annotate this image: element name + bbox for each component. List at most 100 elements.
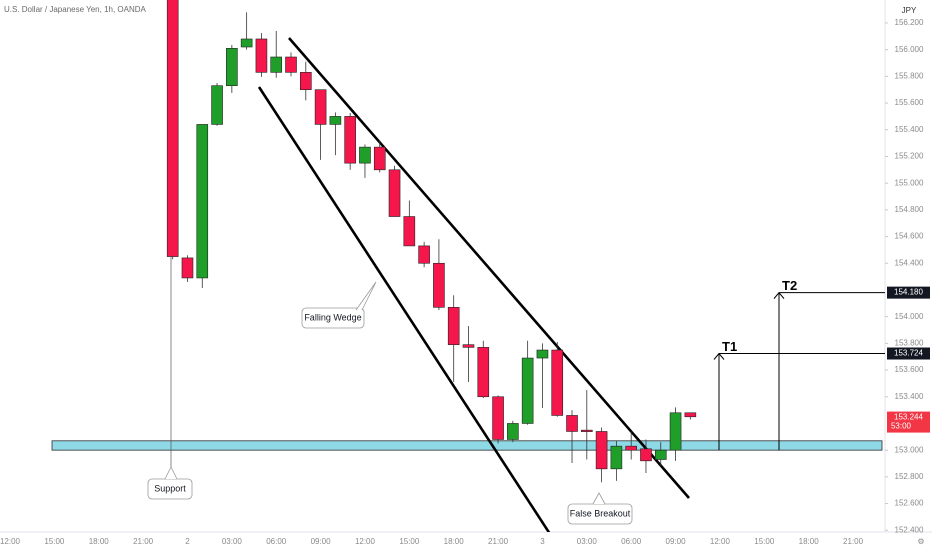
candle-body [196,124,209,279]
candle-body [403,216,416,247]
plot [51,0,885,532]
y-tick-label: 156.200 [895,18,924,27]
candle-body [684,412,697,418]
y-tick-label: 155.600 [895,98,924,107]
candle-body [226,48,238,87]
currency: JPY [902,6,917,15]
candle-body [640,448,652,462]
x-tick-label: 18:00 [444,537,465,546]
target-price-box [887,286,930,299]
x-tick-label: 21:00 [843,537,864,546]
candle-body [521,357,534,424]
candle-body [359,146,371,164]
candle-body [625,445,637,451]
y-tick-label: 153.400 [895,392,924,401]
x-tick-label: 09:00 [666,537,687,546]
wedge-upper-line [288,37,690,499]
target-arrow-head [713,352,725,360]
candle-body [654,449,667,460]
x-tick-label: 06:00 [621,537,642,546]
candle-body [462,344,475,348]
candle-body [314,89,327,125]
candle-body [610,445,623,470]
x-tick-label: 03:00 [222,537,243,546]
candle-body [536,349,549,359]
wedge-lower-line [257,86,551,532]
countdown-label: 53:00 [891,422,912,431]
y-tick-label: 155.200 [895,152,924,161]
y-tick-label: 154.800 [895,205,924,214]
settings-icon[interactable]: ⚙ [917,537,924,546]
target-price-label: 154.180 [894,288,923,297]
target-name: T2 [782,278,797,293]
y-tick-label: 156.000 [895,45,924,54]
x-tick-label: 18:00 [89,537,110,546]
candle-body [492,396,504,440]
candle-body [595,431,608,470]
candle-body [181,257,194,279]
candle-body [166,0,179,257]
y-tick-label: 155.400 [895,125,924,134]
y-tick-label: 152.800 [895,472,924,481]
y-tick-label: 152.400 [895,525,924,534]
x-tick-label: 18:00 [799,537,820,546]
last-price-label: 153.244 [894,413,923,422]
candle-body [270,56,283,73]
candle-body [211,85,223,125]
candle-body [240,38,253,48]
x-tick-label: 12:00 [0,537,21,546]
target-arrow-head [773,291,785,299]
target-name: T1 [722,339,737,354]
y-tick-label: 152.600 [895,499,924,508]
x-tick-label: 15:00 [44,537,65,546]
y-tick-label: 154.000 [895,312,924,321]
x-tick-label: 06:00 [266,537,287,546]
candle-body [507,423,519,440]
y-tick-label: 155.000 [895,178,924,187]
candle-body [299,72,312,91]
candle-body [285,56,297,73]
candle-body [373,146,386,171]
candle-body [581,429,593,432]
candle-body [388,169,401,217]
candle-body [551,349,564,416]
callout-text: False Breakout [570,508,631,518]
candle-body [477,347,490,398]
x-tick-label: 09:00 [311,537,332,546]
target-price-box [887,347,930,360]
candle-body [255,38,268,73]
candle-body [447,307,460,345]
x-tick-label: 2 [185,537,190,546]
callout-tail [355,281,377,311]
y-tick-label: 153.000 [895,445,924,454]
callout-text: Falling Wedge [304,312,361,322]
last-price-box [887,411,930,433]
candle-body [329,116,342,125]
callout-tail [592,492,606,505]
x-tick-label: 3 [540,537,545,546]
y-tick-label: 155.800 [895,71,924,80]
x-tick-label: 03:00 [577,537,598,546]
callout-tail [164,466,178,480]
y-tick-label: 153.600 [895,365,924,374]
x-tick-label: 12:00 [355,537,376,546]
x-tick-label: 12:00 [710,537,731,546]
candle-body [669,412,682,451]
candle-body [418,245,430,264]
x-tick-label: 21:00 [133,537,154,546]
callout-box [301,307,365,329]
support-zone [51,440,883,451]
x-tick-label: 15:00 [399,537,420,546]
x-tick-label: 21:00 [488,537,509,546]
y-tick-label: 153.800 [895,338,924,347]
candle-body [433,262,445,308]
y-tick-label: 154.400 [895,258,924,267]
target-price-label: 153.724 [894,349,923,358]
y-tick-label: 154.600 [895,232,924,241]
callout-text: Support [154,483,186,493]
chart-title: U.S. Dollar / Japanese Yen, 1h, OANDA [4,5,147,14]
candle-body [344,116,356,164]
candle-body [566,415,578,432]
